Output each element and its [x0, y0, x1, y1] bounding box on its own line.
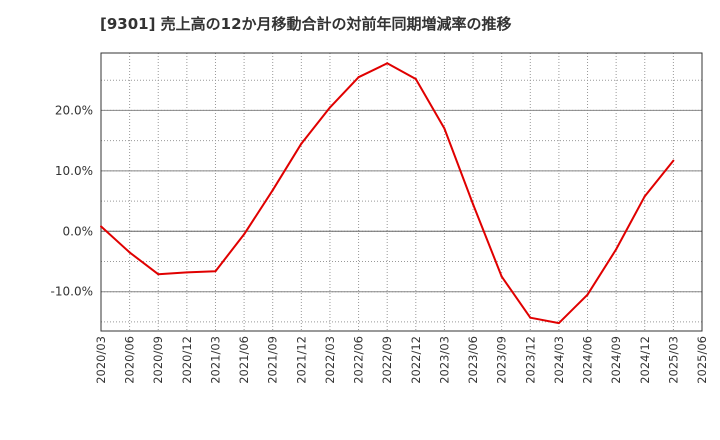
data-point — [357, 76, 360, 79]
data-point — [214, 270, 217, 273]
x-tick-label: 2023/12 — [523, 336, 537, 384]
y-tick-label: 20.0% — [55, 103, 93, 117]
x-tick-label: 2022/12 — [409, 336, 423, 384]
x-tick-label: 2020/06 — [123, 336, 137, 384]
data-point — [643, 195, 646, 198]
x-tick-label: 2025/06 — [695, 336, 709, 384]
x-tick-label: 2023/03 — [437, 336, 451, 384]
y-tick-label: 10.0% — [55, 164, 93, 178]
x-tick-label: 2021/06 — [237, 336, 251, 384]
axis-layer — [100, 52, 703, 332]
x-tick-label: 2024/12 — [638, 336, 652, 384]
grid-layer — [100, 53, 703, 331]
data-point — [300, 142, 303, 145]
data-point — [100, 225, 102, 228]
x-tick-label: 2022/06 — [352, 336, 366, 384]
data-point — [586, 293, 589, 296]
series-layer — [100, 62, 675, 325]
x-tick-label: 2023/06 — [466, 336, 480, 384]
x-tick-label: 2021/09 — [266, 336, 280, 384]
data-point — [529, 316, 532, 319]
data-point — [128, 251, 131, 254]
x-tick-label: 2024/06 — [581, 336, 595, 384]
data-point — [185, 271, 188, 274]
plot-frame — [100, 52, 703, 332]
chart-title: [9301] 売上高の12か月移動合計の対前年同期増減率の推移 — [100, 15, 512, 33]
data-point — [243, 233, 246, 236]
x-tick-label: 2020/12 — [180, 336, 194, 384]
label-layer: 20.0% 10.0% 0.0% -10.0% 2020/03 2020/06 2020/0… — [51, 103, 709, 383]
x-tick-label: 2024/09 — [609, 336, 623, 384]
data-point — [271, 189, 274, 192]
y-tick-label: -10.0% — [51, 285, 93, 299]
data-point — [557, 322, 560, 325]
x-tick-label: 2023/09 — [495, 336, 509, 384]
x-tick-label: 2020/03 — [94, 336, 108, 384]
x-tick-label: 2021/12 — [294, 336, 308, 384]
x-tick-label: 2020/09 — [151, 336, 165, 384]
data-point — [615, 248, 618, 251]
data-point — [500, 275, 503, 278]
data-point — [443, 127, 446, 130]
data-point — [472, 203, 475, 206]
data-point — [157, 273, 160, 276]
data-point — [386, 62, 389, 65]
data-point — [672, 159, 675, 162]
y-tick-label: 0.0% — [63, 224, 94, 238]
x-tick-label: 2021/03 — [208, 336, 222, 384]
data-point — [414, 77, 417, 80]
x-tick-label: 2025/03 — [666, 336, 680, 384]
x-tick-label: 2022/03 — [323, 336, 337, 384]
x-tick-label: 2022/09 — [380, 336, 394, 384]
x-tick-label: 2024/03 — [552, 336, 566, 384]
data-point — [328, 106, 331, 109]
